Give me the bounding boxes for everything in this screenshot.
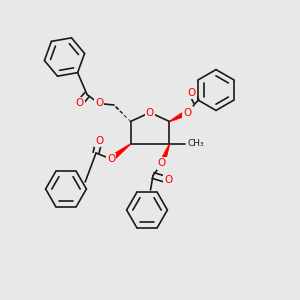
- Text: O: O: [95, 136, 103, 146]
- Text: O: O: [183, 107, 192, 118]
- Text: O: O: [158, 158, 166, 169]
- Text: O: O: [107, 154, 115, 164]
- Text: O: O: [146, 107, 154, 118]
- Polygon shape: [160, 144, 170, 164]
- Text: O: O: [188, 88, 196, 98]
- Polygon shape: [169, 110, 189, 122]
- Text: CH₃: CH₃: [188, 140, 204, 148]
- Text: O: O: [75, 98, 84, 109]
- Text: O: O: [164, 175, 172, 185]
- Text: O: O: [95, 98, 103, 109]
- Polygon shape: [110, 144, 130, 161]
